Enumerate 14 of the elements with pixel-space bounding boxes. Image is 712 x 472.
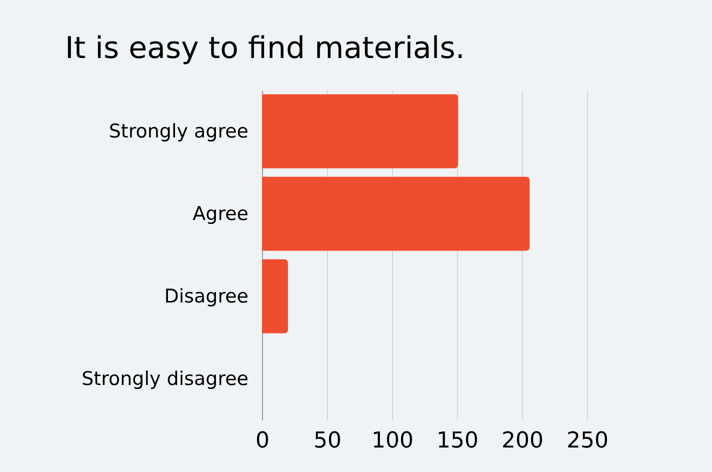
y-tick-label: Disagree [164,285,248,308]
x-tick-label: 250 [566,428,608,454]
x-tick-label: 100 [372,428,414,454]
bar [262,259,288,334]
bar [262,176,530,251]
y-tick-label: Strongly disagree [82,368,248,390]
chart-title: It is easy to find materials. [65,31,465,66]
y-tick-label: Strongly agree [108,120,248,142]
bar [262,94,458,168]
x-tick-label: 0 [256,428,270,454]
x-tick-label: 150 [436,428,478,454]
y-tick-label: Agree [192,202,248,225]
x-tick-label: 50 [314,428,342,454]
x-tick-label: 200 [502,428,544,454]
